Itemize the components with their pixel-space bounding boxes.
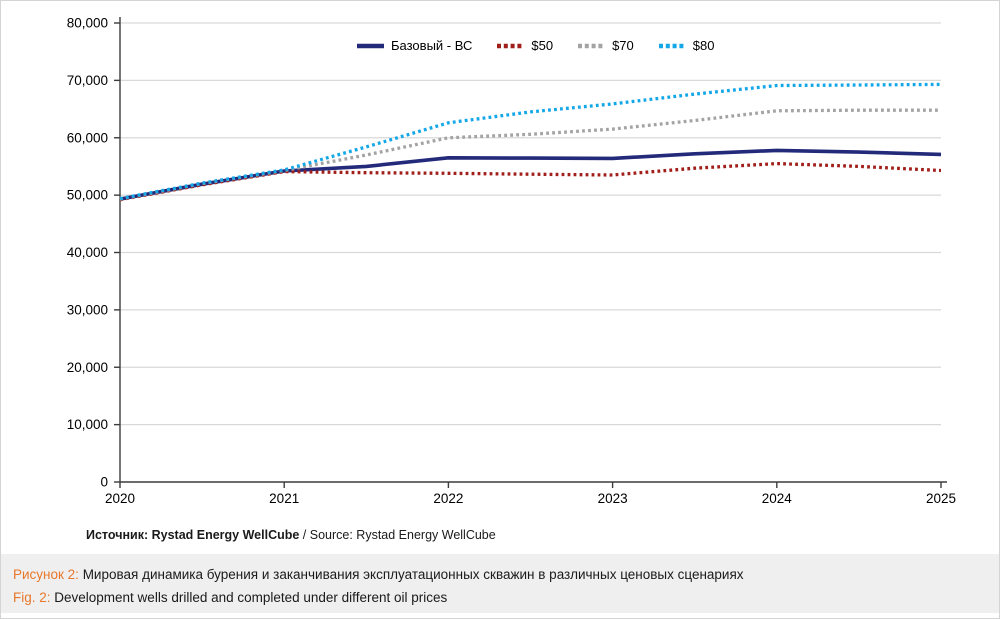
caption-ru-text: Мировая динамика бурения и заканчивания … (78, 567, 744, 582)
x-tick-label-2023: 2023 (598, 491, 628, 506)
x-tick-label-2021: 2021 (269, 491, 299, 506)
y-tick-label-60000: 60,000 (67, 130, 108, 145)
chart-legend: Базовый - ВС $50 $70 $80 (357, 38, 714, 53)
y-tick-label-70000: 70,000 (67, 73, 108, 88)
legend-item-$70: $70 (578, 38, 634, 53)
source-text-en: / Source: Rystad Energy WellCube (299, 528, 496, 542)
caption-ru: Рисунок 2: Мировая динамика бурения и за… (13, 563, 989, 586)
legend-label: $70 (612, 38, 634, 53)
y-tick-label-80000: 80,000 (67, 16, 108, 31)
y-tick-label-10000: 10,000 (67, 417, 108, 432)
series-line-$80 (119, 82, 942, 201)
caption-en-label: Fig. 2: (13, 590, 51, 605)
legend-label: $50 (531, 38, 554, 53)
legend-swatch-$80 (658, 43, 686, 48)
legend-swatch-Базовый - ВС (357, 43, 384, 48)
legend-swatch-$50 (497, 43, 525, 48)
caption-ru-label: Рисунок 2: (13, 567, 79, 582)
line-chart: 0 10,000 20,000 30,000 40,000 50,000 60,000 70,… (67, 16, 956, 507)
legend-item-Базовый - ВС: Базовый - ВС (357, 38, 472, 53)
legend-label: Базовый - ВС (391, 38, 473, 53)
x-tick-label-2020: 2020 (105, 491, 135, 506)
y-tick-label-30000: 30,000 (67, 302, 108, 317)
series-line-Базовый - ВС (119, 148, 942, 201)
caption-en: Fig. 2: Development wells drilled and co… (13, 586, 989, 609)
source-text-ru: Источник: Rystad Energy WellCube (86, 528, 300, 542)
legend-item-$80: $80 (658, 38, 715, 53)
legend-label: $80 (692, 38, 715, 53)
x-tick-label-2024: 2024 (762, 491, 793, 506)
caption-en-text: Development wells drilled and completed … (50, 590, 448, 605)
y-tick-label-0: 0 (100, 475, 108, 490)
y-tick-label-50000: 50,000 (67, 188, 108, 203)
y-tick-label-20000: 20,000 (67, 360, 108, 375)
y-tick-label-40000: 40,000 (67, 245, 108, 260)
series-line-$70 (119, 108, 941, 201)
source-attribution: Источник: Rystad Energy WellCube / Sourc… (86, 528, 496, 542)
legend-item-$50: $50 (497, 38, 553, 53)
figure-caption-band: Рисунок 2: Мировая динамика бурения и за… (1, 554, 999, 613)
x-tick-label-2022: 2022 (433, 491, 463, 506)
legend-swatch-$70 (578, 43, 606, 48)
x-tick-label-2025: 2025 (926, 491, 956, 506)
series-line-$50 (119, 161, 942, 202)
